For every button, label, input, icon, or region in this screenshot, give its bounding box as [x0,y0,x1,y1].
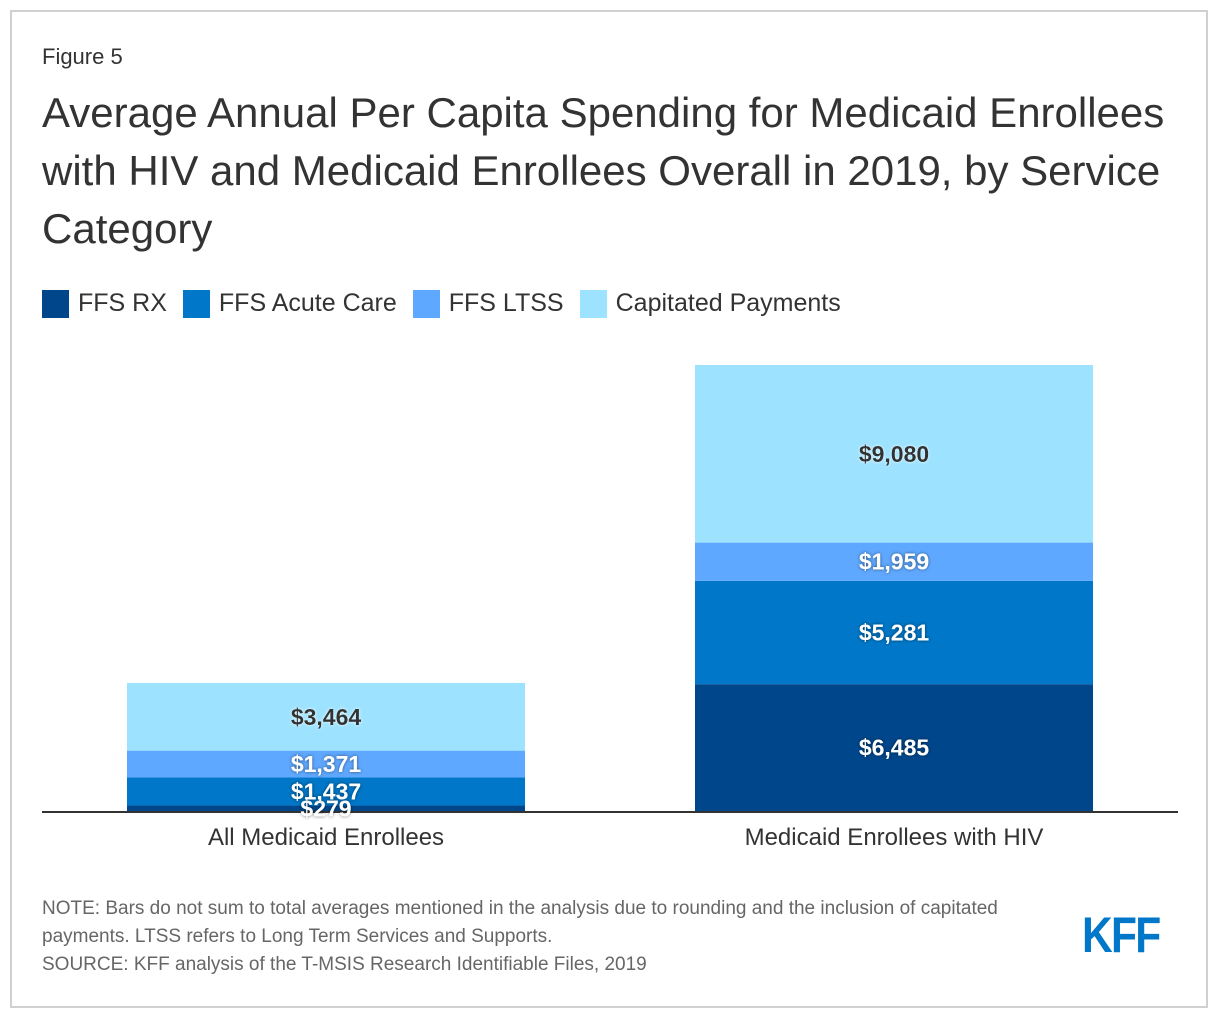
notes: NOTE: Bars do not sum to total averages … [42,895,1072,979]
legend-swatch [42,289,69,318]
legend-swatch [412,289,440,318]
legend-item-capitated-payments: Capitated Payments [579,289,841,318]
legend-label: FFS RX [78,289,167,317]
bar-segment-ffs-acute-care-all-medicaid-enrollees [127,777,525,806]
category-label-medicaid-enrollees-with-hiv: Medicaid Enrollees with HIV [745,824,1044,851]
bar-segment-capitated-payments-all-medicaid-enrollees [127,682,525,751]
data-label-ffs-ltss-medicaid-enrollees-with-hiv: $1,959 [859,549,929,575]
figure-label: Figure 5 [42,44,123,69]
bar-segment-capitated-payments-medicaid-enrollees-with-hiv [695,365,1093,543]
note-text: NOTE: Bars do not sum to total averages … [42,898,998,947]
figure-frame [10,10,1208,1008]
category-labels-group: All Medicaid Enrollees Medicaid Enrollees… [208,824,1043,851]
legend-item-ffs-acute-care: FFS Acute Care [182,289,397,318]
data-label-capitated-payments-all-medicaid-enrollees: $3,464 [291,704,362,730]
data-label-ffs-rx-all-medicaid-enrollees: $279 [300,795,351,821]
bar-segment-ffs-ltss-all-medicaid-enrollees [127,750,525,778]
data-label-ffs-acute-care-medicaid-enrollees-with-hiv: $5,281 [859,620,930,646]
data-label-capitated-payments-medicaid-enrollees-with-hiv: $9,080 [859,441,929,467]
kff-logo: KFF [1082,907,1161,963]
source-text: SOURCE: KFF analysis of the T-MSIS Resea… [42,954,647,975]
bar-segment-ffs-rx-medicaid-enrollees-with-hiv [695,684,1093,811]
bar-segment-ffs-ltss-medicaid-enrollees-with-hiv [695,542,1093,581]
legend-swatch [579,289,607,318]
legend: FFS RX FFS Acute Care FFS LTSS Capitated… [42,289,857,318]
data-label-ffs-rx-medicaid-enrollees-with-hiv: $6,485 [859,735,930,761]
category-label-all-medicaid-enrollees: All Medicaid Enrollees [208,824,444,851]
legend-swatch [182,289,210,318]
legend-label: Capitated Payments [615,289,841,317]
chart-title: Average Annual Per Capita Spending for M… [42,89,1165,252]
legend-label: FFS LTSS [448,289,564,317]
bars-group [127,365,1093,811]
data-label-ffs-acute-care-all-medicaid-enrollees: $1,437 [291,778,361,804]
bar-segment-ffs-acute-care-medicaid-enrollees-with-hiv [695,580,1093,685]
data-label-ffs-ltss-all-medicaid-enrollees: $1,371 [291,751,362,777]
legend-item-ffs-ltss: FFS LTSS [412,289,564,318]
legend-label: FFS Acute Care [218,289,397,317]
bar-segment-ffs-rx-all-medicaid-enrollees [127,805,525,811]
labels-group: $279$1,437$1,371 $3,464 $6,485 $5,281 $1,959… [291,441,930,821]
legend-item-ffs-rx: FFS RX [42,289,167,318]
